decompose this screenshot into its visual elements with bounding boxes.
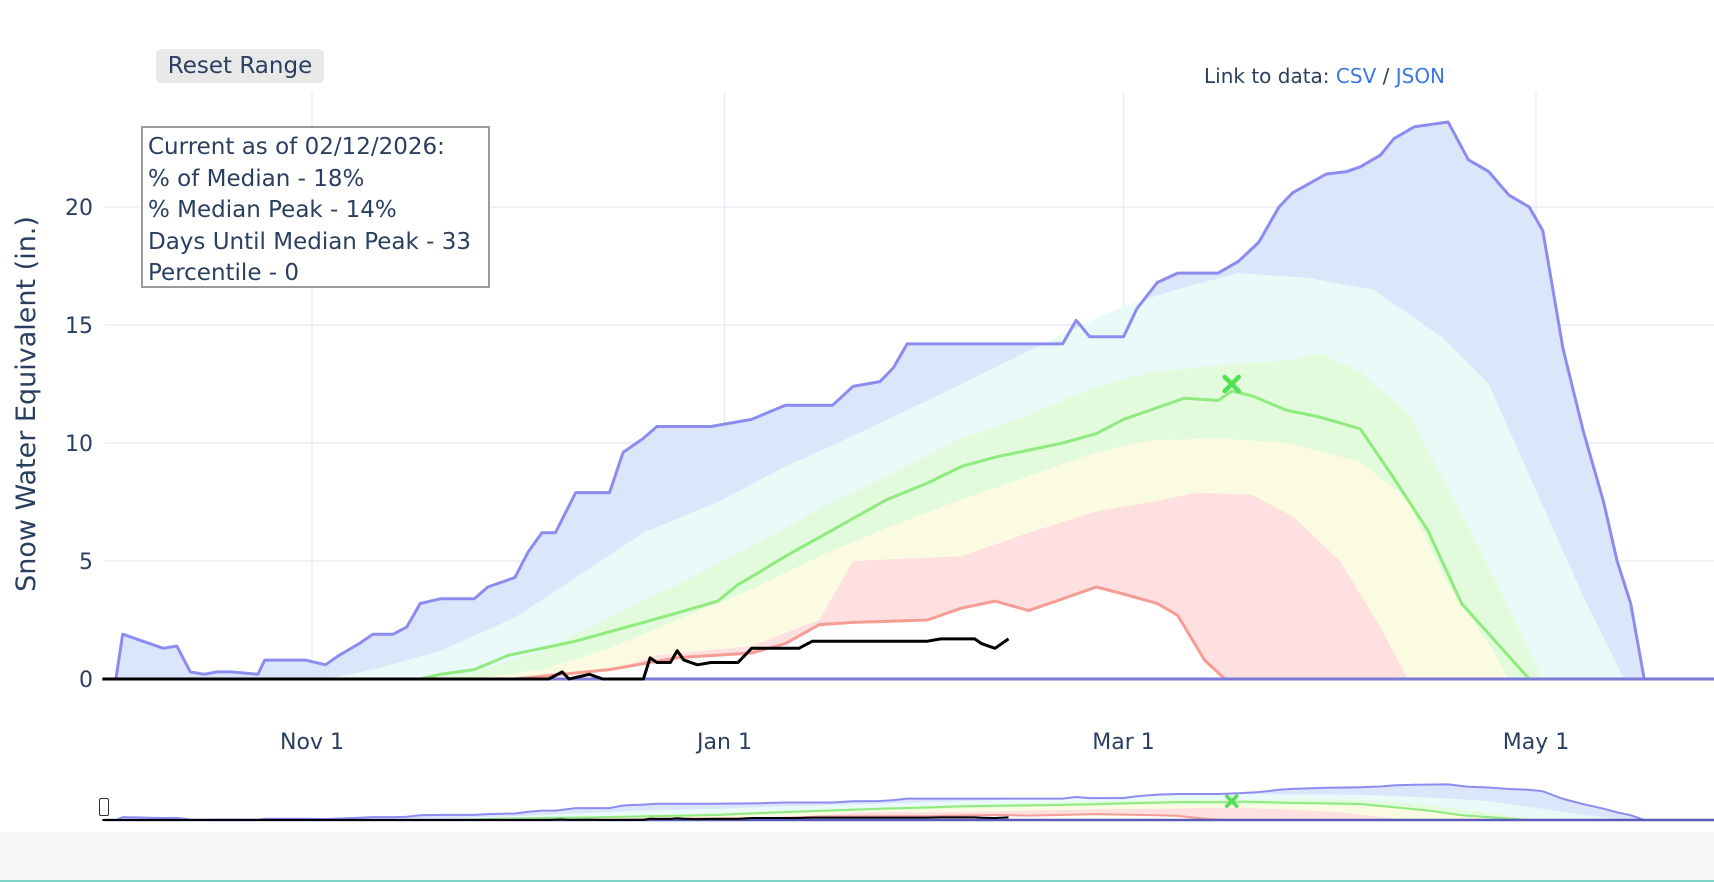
y-tick-label: 20 xyxy=(65,196,93,221)
y-axis-title: Snow Water Equivalent (in.) xyxy=(11,216,42,592)
status-date: Current as of 02/12/2026: xyxy=(148,134,445,160)
swe-chart: 0 5 10 15 20 Nov 1 Jan 1 Mar 1 May 1 Snow Water E… xyxy=(11,92,1714,822)
data-links: Link to data: CSV / JSON xyxy=(1204,64,1445,88)
x-tick-label: Jan 1 xyxy=(695,730,752,755)
reset-range-button[interactable]: Reset Range xyxy=(156,49,324,83)
status-days-until-peak: Days Until Median Peak - 33 xyxy=(148,228,471,255)
rs-peak-marker xyxy=(1224,794,1239,808)
y-tick-label: 10 xyxy=(65,432,93,457)
current-season-line xyxy=(102,637,1010,681)
x-tick-label: Mar 1 xyxy=(1092,730,1155,755)
csv-link[interactable]: CSV xyxy=(1335,64,1377,88)
current-status-box: Current as of 02/12/2026: % of Median - … xyxy=(141,126,490,288)
rs-p30-band xyxy=(102,808,1714,820)
status-pct-median-peak: % Median Peak - 14% xyxy=(148,197,397,223)
data-links-label: Link to data: xyxy=(1204,64,1330,88)
min-band xyxy=(102,587,1714,679)
p30-band xyxy=(102,492,1714,679)
median-peak-marker xyxy=(1222,374,1241,394)
status-pct-median: % of Median - 18% xyxy=(148,165,365,192)
series-lines xyxy=(102,120,1714,681)
link-separator: / xyxy=(1382,64,1390,88)
y-tick-label: 0 xyxy=(79,668,93,693)
x-tick-label: May 1 xyxy=(1503,730,1569,755)
range-slider[interactable] xyxy=(102,783,1714,822)
range-slider-handle[interactable] xyxy=(99,798,109,816)
rs-current-line xyxy=(102,816,1009,822)
percentile-bands xyxy=(102,122,1714,679)
axes: 0 5 10 15 20 Nov 1 Jan 1 Mar 1 May 1 Snow Water E… xyxy=(11,196,1569,755)
y-tick-label: 15 xyxy=(65,314,93,339)
y-tick-label: 5 xyxy=(79,550,93,575)
max-line xyxy=(102,120,1714,681)
min-line xyxy=(102,585,1714,681)
median-line xyxy=(102,389,1714,681)
status-percentile: Percentile - 0 xyxy=(148,260,300,286)
json-link[interactable]: JSON xyxy=(1395,64,1446,88)
rs-median-line xyxy=(102,800,1714,821)
page-footer-band xyxy=(0,832,1714,882)
footer-divider xyxy=(0,880,1714,882)
x-tick-label: Nov 1 xyxy=(280,730,344,755)
